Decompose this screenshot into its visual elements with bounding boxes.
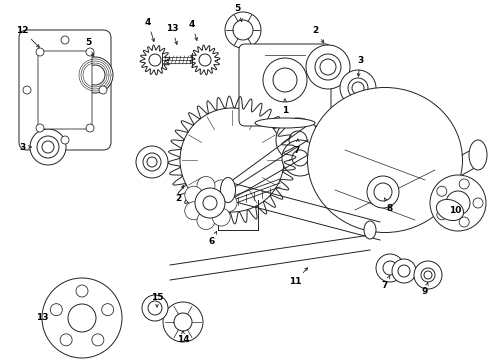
- Circle shape: [424, 271, 432, 279]
- Text: 2: 2: [175, 185, 184, 202]
- Text: 6: 6: [209, 231, 217, 247]
- Circle shape: [446, 191, 470, 215]
- Circle shape: [86, 48, 94, 56]
- Circle shape: [212, 180, 230, 198]
- Circle shape: [30, 129, 66, 165]
- Circle shape: [148, 301, 162, 315]
- Circle shape: [219, 194, 237, 212]
- Text: 7: 7: [382, 276, 390, 291]
- FancyBboxPatch shape: [38, 51, 92, 129]
- Circle shape: [398, 265, 410, 277]
- Circle shape: [147, 157, 157, 167]
- Text: 12: 12: [16, 26, 39, 48]
- FancyBboxPatch shape: [19, 30, 111, 150]
- Circle shape: [61, 136, 69, 144]
- Text: 13: 13: [36, 314, 48, 323]
- Circle shape: [86, 124, 94, 132]
- Circle shape: [60, 334, 72, 346]
- Circle shape: [180, 108, 284, 212]
- Text: 4: 4: [145, 18, 154, 41]
- FancyBboxPatch shape: [239, 44, 331, 126]
- Circle shape: [203, 196, 217, 210]
- Circle shape: [348, 78, 368, 98]
- Text: 1: 1: [282, 99, 288, 114]
- Circle shape: [195, 188, 225, 218]
- Text: 4: 4: [189, 19, 197, 40]
- Circle shape: [185, 186, 203, 204]
- Circle shape: [289, 131, 307, 149]
- Circle shape: [102, 303, 114, 316]
- Circle shape: [174, 313, 192, 331]
- Circle shape: [197, 176, 215, 194]
- Text: 11: 11: [289, 268, 308, 287]
- Circle shape: [225, 12, 261, 48]
- Circle shape: [473, 198, 483, 208]
- Text: 15: 15: [151, 293, 163, 307]
- Circle shape: [68, 304, 96, 332]
- Text: 10: 10: [449, 206, 461, 215]
- Circle shape: [383, 261, 397, 275]
- Circle shape: [376, 254, 404, 282]
- Circle shape: [306, 45, 350, 89]
- Circle shape: [136, 146, 168, 178]
- Circle shape: [263, 58, 307, 102]
- Circle shape: [50, 303, 62, 316]
- Ellipse shape: [220, 177, 236, 202]
- Text: 8: 8: [385, 198, 393, 212]
- Circle shape: [437, 210, 447, 220]
- Circle shape: [430, 175, 486, 231]
- Circle shape: [36, 48, 44, 56]
- Text: 9: 9: [422, 282, 428, 297]
- Circle shape: [42, 141, 54, 153]
- Circle shape: [143, 153, 161, 171]
- Ellipse shape: [469, 140, 487, 170]
- Circle shape: [315, 54, 341, 80]
- Circle shape: [340, 70, 376, 106]
- Circle shape: [142, 295, 168, 321]
- Circle shape: [99, 86, 107, 94]
- Circle shape: [320, 59, 336, 75]
- Ellipse shape: [364, 221, 376, 239]
- Circle shape: [273, 68, 297, 92]
- Text: 3: 3: [357, 55, 363, 76]
- Circle shape: [414, 261, 442, 289]
- Circle shape: [185, 202, 203, 220]
- Text: 3: 3: [19, 143, 31, 152]
- Ellipse shape: [437, 199, 464, 221]
- Circle shape: [459, 179, 469, 189]
- Circle shape: [459, 217, 469, 227]
- Circle shape: [37, 136, 59, 158]
- Circle shape: [163, 302, 203, 342]
- Ellipse shape: [255, 118, 315, 128]
- Text: 14: 14: [177, 331, 189, 345]
- Circle shape: [42, 278, 122, 358]
- Circle shape: [197, 212, 215, 230]
- Circle shape: [23, 86, 31, 94]
- Circle shape: [374, 183, 392, 201]
- Circle shape: [392, 259, 416, 283]
- Circle shape: [352, 82, 364, 94]
- Ellipse shape: [308, 87, 463, 233]
- Circle shape: [36, 124, 44, 132]
- Circle shape: [149, 54, 161, 66]
- Text: 5: 5: [234, 4, 242, 22]
- Circle shape: [199, 54, 211, 66]
- Circle shape: [92, 334, 104, 346]
- Circle shape: [212, 208, 230, 226]
- Text: 5: 5: [85, 37, 94, 57]
- Circle shape: [437, 186, 447, 196]
- Circle shape: [292, 150, 308, 166]
- Text: 7: 7: [294, 139, 300, 154]
- Circle shape: [85, 65, 105, 85]
- Circle shape: [233, 20, 253, 40]
- Text: 2: 2: [312, 26, 324, 43]
- Circle shape: [421, 268, 435, 282]
- Circle shape: [282, 140, 318, 176]
- Circle shape: [61, 36, 69, 44]
- Circle shape: [76, 285, 88, 297]
- Circle shape: [77, 57, 113, 93]
- Circle shape: [367, 176, 399, 208]
- Text: 13: 13: [166, 23, 178, 44]
- Circle shape: [276, 118, 320, 162]
